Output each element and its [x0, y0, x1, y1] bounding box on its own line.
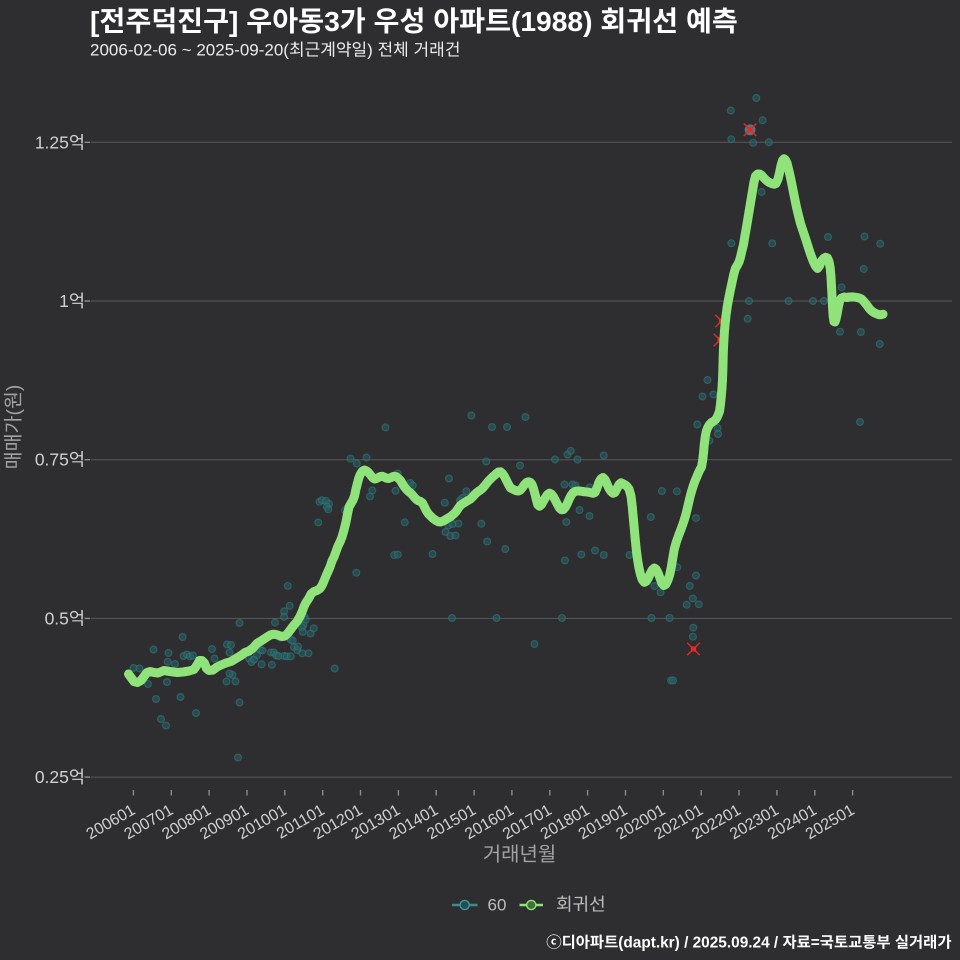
- svg-text:1억: 1억: [59, 288, 85, 313]
- svg-text:0.25억: 0.25억: [35, 764, 85, 789]
- svg-text:회귀선: 회귀선: [556, 891, 606, 917]
- svg-text:매매가(원): 매매가(원): [0, 385, 26, 470]
- svg-text:1.25억: 1.25억: [35, 129, 85, 154]
- svg-text:0.75억: 0.75억: [35, 447, 85, 472]
- svg-text:2006-02-06 ~ 2025-09-20(최근계약일): 2006-02-06 ~ 2025-09-20(최근계약일) 전체 거래건: [90, 36, 460, 61]
- svg-text:ⓒ디아파트(dapt.kr) / 2025.09.24 /: ⓒ디아파트(dapt.kr) / 2025.09.24 / 자료=국토교통부 실…: [546, 931, 951, 953]
- svg-text:60: 60: [488, 891, 507, 916]
- svg-text:거래년월: 거래년월: [483, 838, 557, 867]
- svg-text:[전주덕진구] 우아동3가 우성 아파트(1988) 회귀선: [전주덕진구] 우아동3가 우성 아파트(1988) 회귀선 예측: [90, 0, 738, 40]
- svg-text:0.5억: 0.5억: [45, 605, 85, 630]
